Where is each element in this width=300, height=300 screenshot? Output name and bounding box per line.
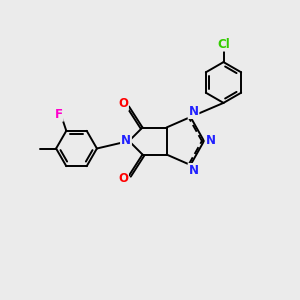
Text: Cl: Cl: [217, 38, 230, 51]
Text: N: N: [188, 164, 199, 177]
Text: F: F: [55, 108, 63, 121]
Text: N: N: [206, 134, 216, 148]
Text: N: N: [188, 105, 199, 118]
Text: O: O: [118, 172, 128, 185]
Text: O: O: [118, 97, 128, 110]
Text: N: N: [121, 134, 131, 148]
